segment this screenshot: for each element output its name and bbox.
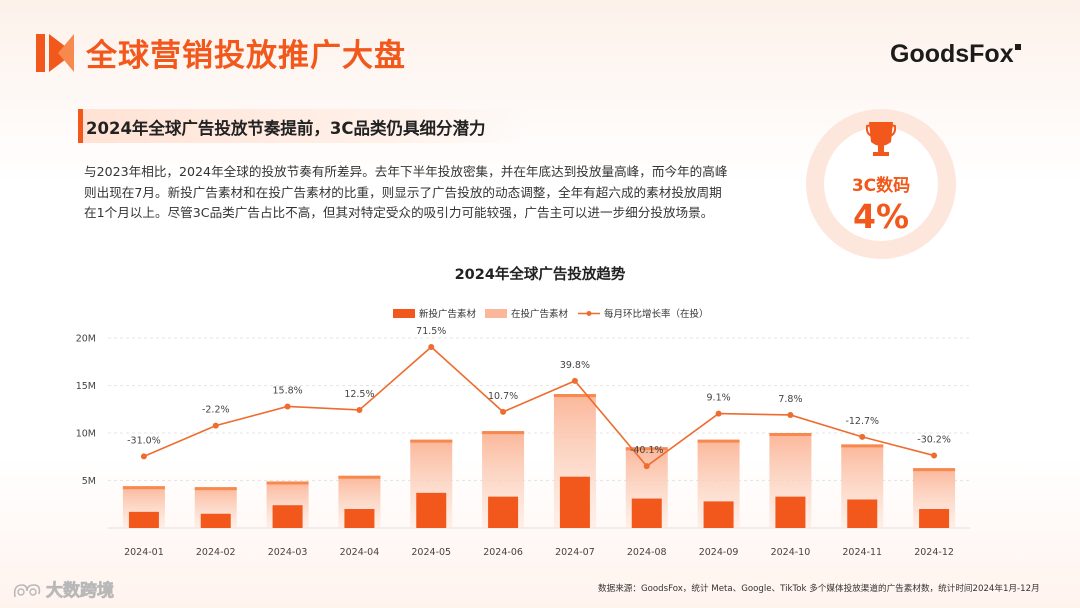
- active-bar-top: [553, 394, 596, 398]
- legend-active-swatch: [485, 309, 507, 318]
- x-tick-label: 2024-05: [411, 547, 451, 558]
- subtitle-background: [78, 109, 528, 143]
- brand-name: GoodsFox: [890, 40, 1014, 68]
- data-source-footnote: 数据来源：GoodsFox，统计 Meta、Google、TikTok 多个媒体…: [598, 584, 1040, 594]
- description-paragraph: 与2023年相比，2024年全球的投放节奏有所差异。去年下半年投放密集，并在年底…: [84, 162, 784, 224]
- x-tick-label: 2024-11: [842, 547, 882, 558]
- subtitle-accent: [78, 109, 83, 143]
- new-bar: [128, 511, 159, 528]
- new-bar: [200, 513, 231, 528]
- chart-legend: 新投广告素材 在投广告素材 每月环比增长率（在投）: [393, 308, 709, 320]
- growth-label: -30.2%: [917, 435, 951, 446]
- new-bar: [775, 496, 806, 528]
- growth-polyline: [143, 345, 935, 468]
- trophy-icon: [866, 122, 896, 156]
- growth-label: -12.7%: [845, 416, 879, 427]
- growth-label: 10.7%: [488, 391, 518, 402]
- active-bar-top: [482, 431, 525, 435]
- x-tick-label: 2024-09: [699, 547, 739, 558]
- legend-active-label: 在投广告素材: [511, 308, 569, 320]
- x-tick-label: 2024-07: [555, 547, 595, 558]
- legend-line-marker: [586, 311, 592, 316]
- new-bar: [344, 509, 375, 528]
- active-bar-top: [410, 439, 453, 443]
- paragraph-line: 则出现在7月。新投广告素材和在投广告素材的比重，则显示了广告投放的动态调整，全年…: [84, 184, 722, 200]
- growth-line: -31.0% -2.2% 15.8% 12.5% 71.5% 10.7% 39.8% -40.…: [127, 326, 951, 470]
- watermark: 大数跨境: [12, 576, 114, 601]
- growth-point: [571, 377, 578, 384]
- y-tick-label: 10M: [76, 429, 96, 440]
- active-bar-top: [122, 486, 165, 490]
- growth-point: [859, 433, 866, 440]
- x-tick-label: 2024-02: [196, 547, 236, 558]
- active-bars: [122, 394, 956, 528]
- growth-point: [715, 410, 722, 417]
- legend-line-label: 每月环比增长率（在投）: [604, 308, 709, 320]
- page-title: 全球营销投放推广大盘: [86, 38, 406, 74]
- new-bar: [272, 505, 303, 528]
- badge-value: 4%: [852, 197, 910, 236]
- legend-new-label: 新投广告素材: [419, 308, 477, 320]
- y-tick-label: 5M: [82, 476, 96, 487]
- new-bar: [416, 492, 447, 528]
- growth-label: 9.1%: [707, 393, 731, 404]
- growth-label: -31.0%: [127, 435, 161, 446]
- growth-point: [356, 406, 363, 413]
- active-bar-top: [841, 444, 884, 448]
- active-bar-top: [769, 433, 812, 436]
- new-bars: [128, 476, 950, 528]
- growth-label: 71.5%: [416, 326, 446, 337]
- new-bar: [703, 501, 734, 528]
- x-axis: 2024-01 2024-02 2024-03 2024-04 2024-05 2024-…: [124, 547, 954, 558]
- badge-label: 3C数码: [851, 176, 911, 196]
- y-tick-label: 15M: [76, 381, 96, 392]
- x-tick-label: 2024-04: [340, 547, 380, 558]
- y-axis: 5M 10M 15M 20M: [76, 334, 96, 488]
- new-bar: [631, 498, 662, 528]
- chart-title: 2024年全球广告投放趋势: [455, 265, 626, 283]
- growth-label: 15.8%: [272, 385, 302, 396]
- paragraph-line: 与2023年相比，2024年全球的投放节奏有所差异。去年下半年投放密集，并在年底…: [84, 164, 728, 179]
- goodsfox-logo-icon: [36, 34, 74, 72]
- active-bar-top: [338, 475, 381, 479]
- growth-point: [787, 411, 794, 418]
- new-bar: [488, 496, 519, 528]
- growth-label: -40.1%: [630, 445, 664, 456]
- chart-grid: [108, 337, 970, 529]
- new-bar: [847, 499, 878, 528]
- growth-label: 39.8%: [560, 360, 590, 371]
- growth-point: [140, 453, 147, 460]
- x-tick-label: 2024-08: [627, 547, 667, 558]
- x-tick-label: 2024-12: [914, 547, 954, 558]
- section-subtitle: 2024年全球广告投放节奏提前，3C品类仍具细分潜力: [86, 119, 486, 138]
- active-bar-top: [913, 468, 956, 472]
- growth-point: [284, 403, 291, 410]
- watermark-logo-icon: [13, 584, 41, 598]
- growth-point: [212, 422, 219, 429]
- growth-label: -2.2%: [202, 405, 230, 416]
- brand-dot: [1014, 44, 1021, 50]
- x-tick-label: 2024-03: [268, 547, 308, 558]
- new-bar: [919, 509, 950, 528]
- growth-point: [643, 463, 650, 470]
- x-tick-label: 2024-06: [483, 547, 523, 558]
- watermark-text: 大数跨境: [46, 581, 115, 602]
- y-tick-label: 20M: [76, 334, 96, 345]
- legend-new-swatch: [393, 309, 415, 318]
- x-tick-label: 2024-10: [771, 547, 811, 558]
- growth-label: 7.8%: [778, 394, 802, 405]
- growth-label: 12.5%: [344, 389, 374, 400]
- brand-logo: GoodsFox: [890, 40, 1021, 69]
- active-bar-top: [697, 439, 740, 443]
- x-tick-label: 2024-01: [124, 547, 164, 558]
- growth-point: [500, 408, 507, 415]
- active-bar-top: [194, 487, 237, 491]
- growth-point: [931, 452, 938, 459]
- growth-point: [428, 344, 435, 350]
- new-bar: [559, 476, 590, 528]
- paragraph-line: 在1个月以上。尽管3C品类广告占比不高，但其对特定受众的吸引力可能较强，广告主可…: [84, 205, 714, 220]
- active-bar-top: [625, 447, 668, 451]
- active-bar-top: [266, 481, 309, 485]
